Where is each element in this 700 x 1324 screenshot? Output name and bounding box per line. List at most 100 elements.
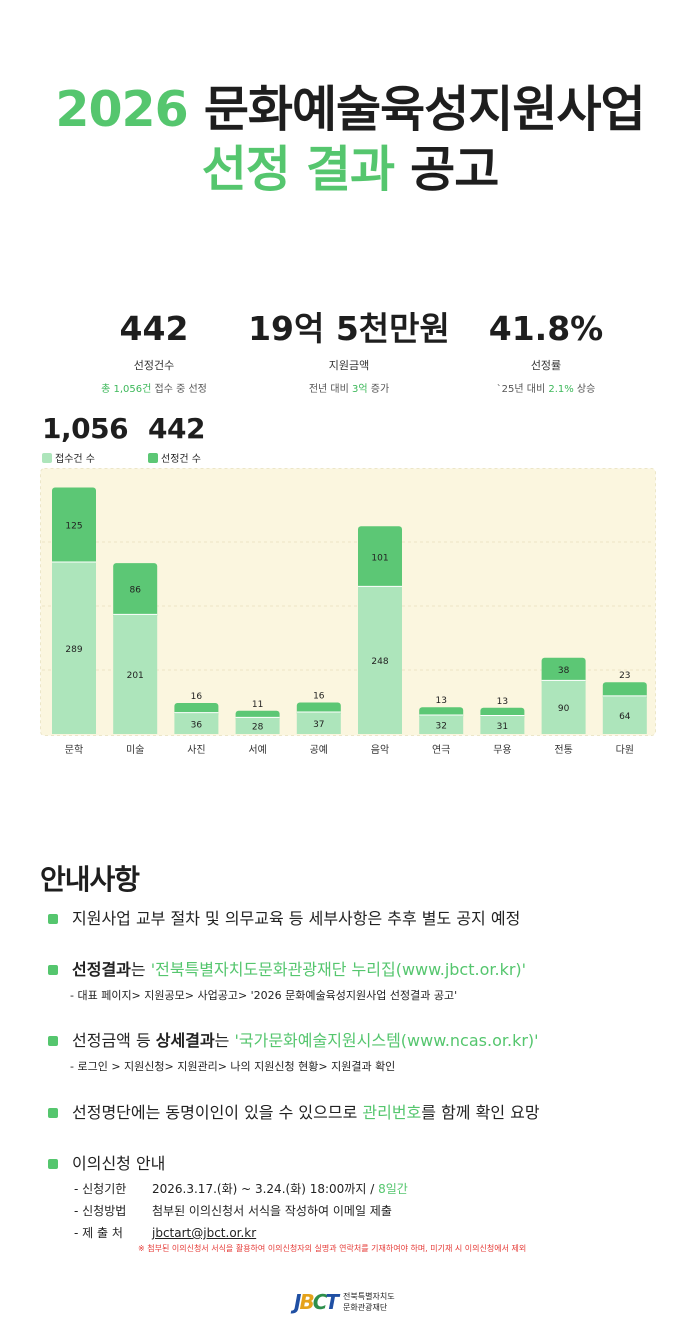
category-label: 음악 [371,744,389,756]
appeal-method: - 신청방법 첨부된 이의신청서 서식을 작성하여 이메일 제출 [74,1204,392,1218]
total-received-value: 1,056 [42,412,129,445]
data-label-selected: 101 [371,553,388,563]
total-selected: 442 선정건 수 [148,412,205,465]
legend-selected: 선정건 수 [148,450,205,465]
title-result: 선정 결과 [201,141,395,198]
data-label-received: 28 [252,723,264,733]
bar-received-전통 [541,680,586,734]
data-label-received: 32 [435,721,446,731]
stacked-bar-chart: 289 125 201 86 36 16 28 11 37 16 248 101 32 13 31 13 90 3… [40,468,656,736]
bar-received-무용 [480,715,525,734]
bar-received-미술 [113,614,158,734]
category-label: 공예 [310,744,328,756]
data-label-selected: 38 [558,666,570,676]
data-label-selected: 23 [619,671,630,681]
bullet-icon [48,1036,58,1046]
bar-received-공예 [296,711,341,734]
notice-item-text: 선정명단에는 동명이인이 있을 수 있으므로 관리번호를 함께 확인 요망 [72,1103,540,1122]
ncas-site-link[interactable]: '국가문화예술지원시스템(www.ncas.or.kr)' [234,1031,539,1050]
stat-label: 지원금액 [328,359,370,372]
bar-received-연극 [419,714,464,734]
total-received: 1,056 접수건 수 [42,412,129,465]
bar-received-문학 [52,561,96,734]
data-label-selected: 125 [65,522,82,532]
category-label: 미술 [126,744,144,756]
page-title-line2: 선정 결과 공고 [0,140,700,200]
bar-selected-문학 [52,487,96,566]
chart-category-labels: 문학 미술 사진 서예 공예 음악 연극 무용 전통 다원 [65,744,634,756]
appeal-warning: ※ 첨부된 이의신청서 서식을 활용하여 이의신청자의 실명과 연락처를 기재하… [138,1244,527,1253]
data-label-received: 37 [313,720,324,730]
notice-item-result: 선정결과는 '전북특별자치도문화관광재단 누리집(www.jbct.or.kr)… [48,959,526,1003]
bullet-icon [48,914,58,924]
legend-received: 접수건 수 [42,450,128,465]
title-year: 2026 [55,81,188,138]
appeal-period: - 신청기한 2026.3.17.(화) ~ 3.24.(화) 18:00까지 /… [74,1182,408,1196]
notice-title: 안내사항 [40,863,140,896]
stat-note: 전년 대비 3억 증가 [308,384,390,395]
legend-received-label: 접수건 수 [55,454,95,465]
category-label: 전통 [554,744,572,756]
notice-item-text: 지원사업 교부 절차 및 의무교육 등 세부사항은 추후 별도 공지 예정 [72,909,521,928]
notice-item-text: 이의신청 안내 [72,1154,166,1173]
bar-selected-음악 [358,526,402,591]
data-label-received: 289 [65,645,82,655]
category-label: 문학 [65,744,83,756]
bar-selected-전통 [541,657,586,685]
stat-value: 442 [119,309,189,348]
bar-received-서예 [235,717,280,734]
stat-value: 41.8% [488,309,604,348]
stat-value: 19억 5천만원 [248,309,450,348]
data-label-selected: 16 [313,691,325,701]
data-label-selected: 11 [252,700,263,710]
notice-item-appeal: 이의신청 안내 - 신청기한 2026.3.17.(화) ~ 3.24.(화) 1… [48,1153,526,1254]
bullet-icon [48,1108,58,1118]
data-label-selected: 86 [129,586,141,596]
data-label-selected: 16 [191,692,203,702]
stat-note: 총 1,056건 접수 중 선정 [101,384,207,395]
data-label-received: 36 [191,720,203,730]
stat-selection-rate: 41.8% 선정률 `25년 대비 2.1% 상승 [426,309,666,396]
page-title-line1: 2026 문화예술육성지원사업 [0,80,700,140]
appeal-recipient: - 제 출 처 jbctart@jbct.or.kr [74,1226,257,1240]
notice-item-schedule: 지원사업 교부 절차 및 의무교육 등 세부사항은 추후 별도 공지 예정 [48,908,520,930]
legend-selected-swatch [148,452,158,463]
category-label: 서예 [248,744,266,756]
notice-item-detail: 선정금액 등 상세결과는 '국가문화예술지원시스템(www.ncas.or.kr… [48,1030,539,1074]
data-label-received: 201 [127,671,144,681]
data-label-received: 31 [497,722,508,732]
legend-received-swatch [42,452,52,463]
data-label-received: 64 [619,712,631,722]
stat-support-amount: 19억 5천만원 지원금액 전년 대비 3억 증가 [229,309,469,396]
notice-item-path: - 로그인 > 지원신청> 지원관리> 나의 지원신청 현황> 지원결과 확인 [70,1060,396,1073]
bar-received-사진 [174,712,219,734]
stat-label: 선정률 [530,359,562,372]
footer-org-name: 전북특별자치도 문화관광재단 [343,1292,395,1312]
chart-background [40,468,656,736]
total-selected-value: 442 [148,412,205,445]
stat-selected-count: 442 선정건수 총 1,056건 접수 중 선정 [34,309,274,396]
stat-note: `25년 대비 2.1% 상승 [496,384,596,395]
jbct-site-link[interactable]: '전북특별자치도문화관광재단 누리집(www.jbct.or.kr)' [150,960,527,979]
legend-selected-label: 선정건 수 [161,454,201,465]
category-label: 연극 [432,744,450,756]
notice-item-path: - 대표 페이지> 지원공모> 사업공고> '2026 문화예술육성지원사업 선… [70,989,458,1002]
bar-received-다원 [602,695,647,734]
data-label-selected: 13 [497,697,508,707]
data-label-received: 248 [371,657,388,667]
title-notice: 공고 [410,141,499,198]
notice-item-homonym: 선정명단에는 동명이인이 있을 수 있으므로 관리번호를 함께 확인 요망 [48,1102,540,1124]
notice-item-text: 선정금액 등 상세결과는 '국가문화예술지원시스템(www.ncas.or.kr… [72,1031,539,1050]
bullet-icon [48,1159,58,1169]
chart-svg: 289 125 201 86 36 16 28 11 37 16 248 101 32 13 31 13 90 3… [40,468,656,736]
appeal-email-link[interactable]: jbctart@jbct.or.kr [152,1226,257,1240]
bar-received-음악 [358,586,402,734]
data-label-received: 90 [558,704,570,714]
category-label: 다원 [616,744,634,756]
notice-item-text: 선정결과는 '전북특별자치도문화관광재단 누리집(www.jbct.or.kr)… [72,960,527,979]
title-program: 문화예술육성지원사업 [203,81,646,138]
stat-label: 선정건수 [133,359,175,372]
bullet-icon [48,965,58,975]
